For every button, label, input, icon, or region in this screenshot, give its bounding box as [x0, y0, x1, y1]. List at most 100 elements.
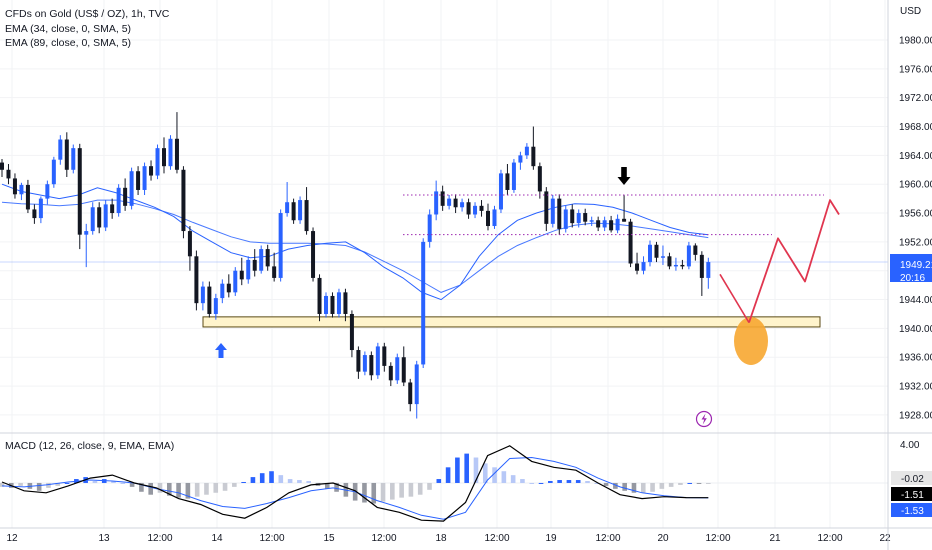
candle[interactable]: [673, 257, 678, 271]
candle[interactable]: [511, 158, 516, 193]
candle[interactable]: [680, 259, 685, 270]
candle[interactable]: [45, 180, 50, 205]
candle[interactable]: [375, 342, 380, 379]
candle[interactable]: [149, 160, 154, 181]
candle[interactable]: [129, 167, 134, 210]
candle[interactable]: [58, 135, 63, 165]
candle[interactable]: [0, 158, 4, 177]
candle[interactable]: [84, 223, 89, 268]
candle[interactable]: [498, 169, 503, 214]
candle[interactable]: [220, 279, 225, 304]
candle[interactable]: [388, 362, 393, 387]
candle[interactable]: [693, 243, 698, 261]
candle[interactable]: [596, 216, 601, 232]
candle[interactable]: [550, 195, 555, 228]
candle[interactable]: [349, 310, 354, 358]
candle[interactable]: [453, 194, 458, 214]
candle[interactable]: [272, 252, 277, 282]
candle[interactable]: [635, 252, 640, 275]
candle[interactable]: [90, 202, 95, 235]
candle[interactable]: [706, 257, 711, 289]
candle[interactable]: [64, 132, 69, 177]
candle[interactable]: [136, 166, 141, 196]
candle[interactable]: [155, 144, 160, 180]
macd-pane[interactable]: [0, 445, 888, 522]
candle[interactable]: [369, 351, 374, 381]
candle[interactable]: [440, 185, 445, 211]
candle[interactable]: [25, 179, 30, 214]
candle[interactable]: [336, 288, 341, 318]
lightning-icon[interactable]: [695, 410, 713, 428]
candle[interactable]: [246, 256, 251, 284]
candle[interactable]: [330, 292, 335, 318]
candle[interactable]: [317, 274, 322, 322]
candle[interactable]: [460, 198, 465, 212]
candle[interactable]: [570, 204, 575, 228]
candle[interactable]: [628, 218, 633, 268]
candle[interactable]: [356, 346, 361, 379]
candle[interactable]: [324, 292, 328, 318]
candle[interactable]: [648, 240, 652, 267]
candle[interactable]: [252, 249, 257, 277]
candle[interactable]: [686, 241, 691, 270]
candle[interactable]: [557, 194, 562, 235]
candle[interactable]: [699, 251, 704, 296]
candle[interactable]: [200, 281, 205, 311]
candle[interactable]: [71, 144, 76, 174]
candle[interactable]: [19, 182, 24, 201]
candle[interactable]: [362, 351, 367, 376]
candle[interactable]: [622, 195, 627, 222]
candle[interactable]: [421, 238, 426, 369]
candle[interactable]: [304, 187, 309, 235]
candle[interactable]: [311, 227, 316, 282]
macd-legend[interactable]: MACD (12, 26, close, 9, EMA, EMA): [5, 440, 175, 452]
candle[interactable]: [589, 216, 594, 227]
candle[interactable]: [233, 267, 238, 296]
candle[interactable]: [207, 281, 212, 318]
candle[interactable]: [667, 252, 672, 270]
candle[interactable]: [298, 196, 303, 224]
candle[interactable]: [174, 112, 179, 174]
candle[interactable]: [116, 184, 121, 217]
candle[interactable]: [103, 200, 108, 232]
candle[interactable]: [408, 378, 413, 412]
candle[interactable]: [6, 164, 11, 185]
candle[interactable]: [110, 198, 115, 219]
candle[interactable]: [505, 164, 510, 196]
candle[interactable]: [187, 226, 192, 271]
candle[interactable]: [278, 209, 283, 282]
candle[interactable]: [194, 250, 199, 311]
candle[interactable]: [38, 196, 43, 224]
candle[interactable]: [466, 198, 471, 219]
candle[interactable]: [609, 215, 614, 233]
candle[interactable]: [291, 198, 296, 224]
candle[interactable]: [473, 202, 478, 219]
candle[interactable]: [168, 135, 173, 170]
ema-89-label[interactable]: EMA (89, close, 0, SMA, 5): [5, 37, 132, 49]
candle[interactable]: [427, 209, 432, 248]
candle[interactable]: [181, 166, 186, 239]
candle[interactable]: [343, 288, 348, 322]
candle[interactable]: [265, 244, 270, 271]
candle[interactable]: [537, 162, 542, 199]
candle[interactable]: [486, 203, 490, 231]
candle[interactable]: [447, 195, 452, 210]
candle[interactable]: [395, 353, 400, 384]
candle[interactable]: [583, 208, 588, 226]
candle[interactable]: [492, 205, 497, 229]
candle[interactable]: [51, 156, 56, 188]
candle[interactable]: [12, 173, 17, 199]
ema-34-label[interactable]: EMA (34, close, 0, SMA, 5): [5, 22, 132, 35]
candle[interactable]: [641, 256, 646, 275]
candle[interactable]: [602, 216, 607, 232]
candle[interactable]: [414, 360, 419, 419]
candles-layer[interactable]: [0, 112, 711, 419]
candle[interactable]: [518, 151, 523, 170]
candle[interactable]: [123, 178, 128, 211]
candle[interactable]: [285, 182, 290, 217]
candle[interactable]: [259, 245, 264, 274]
candle[interactable]: [401, 346, 406, 387]
candle[interactable]: [142, 162, 147, 196]
candle[interactable]: [239, 257, 244, 286]
